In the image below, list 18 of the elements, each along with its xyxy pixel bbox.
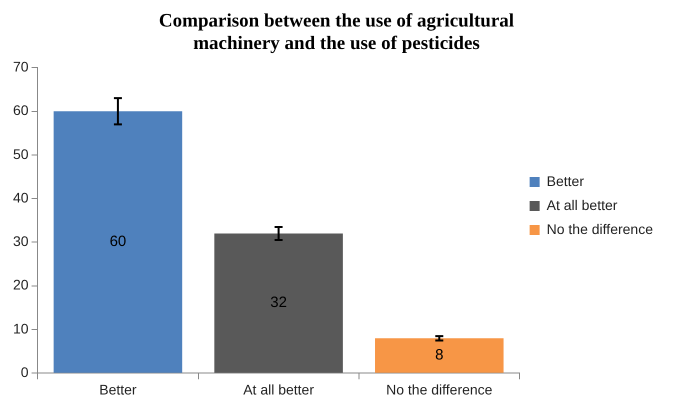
y-tick-label: 20: [12, 276, 29, 293]
y-tick-label: 40: [12, 189, 29, 206]
y-tick-label: 30: [12, 233, 29, 250]
legend-label: Better: [546, 172, 584, 189]
legend-label: No the difference: [546, 220, 654, 237]
y-tick-label: 60: [12, 102, 29, 118]
y-tick-label: 10: [12, 320, 29, 336]
y-tick-label: 50: [12, 146, 29, 162]
data-label: 8: [435, 346, 444, 364]
data-label: 32: [270, 294, 287, 312]
chart-title: Comparison between the use of agricultural machinery and the use of pesticides: [158, 10, 514, 54]
x-tick-label: No the difference: [386, 381, 493, 398]
x-tick-label: At all better: [243, 381, 314, 398]
y-tick-label: 70: [12, 58, 29, 74]
x-tick-label: Better: [99, 381, 137, 398]
legend-label: At all better: [546, 196, 618, 213]
y-tick-label: 0: [20, 364, 29, 380]
data-label: 60: [110, 233, 126, 250]
